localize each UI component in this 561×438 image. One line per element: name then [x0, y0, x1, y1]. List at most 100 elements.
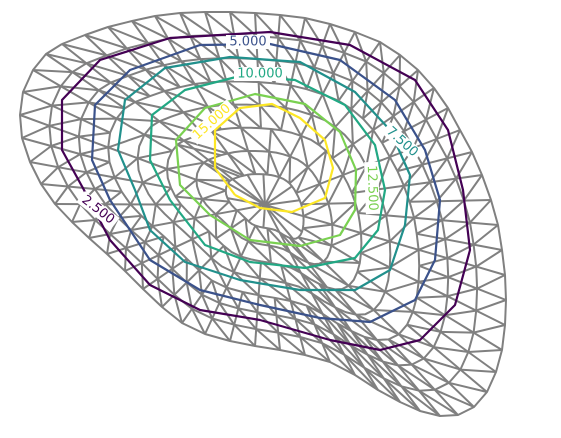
mesh-edge: [294, 318, 323, 344]
mesh-edge: [258, 105, 262, 129]
mesh-edge: [473, 243, 503, 251]
contour-label: 12.500: [364, 165, 381, 211]
mesh-edge: [40, 166, 59, 185]
mesh-edge: [441, 199, 465, 221]
mesh-edge: [240, 127, 250, 152]
mesh-edge: [332, 143, 354, 160]
mesh-edge: [280, 264, 313, 295]
mesh-edge: [85, 62, 112, 84]
mesh-edge: [416, 295, 448, 299]
contour-label-background: [226, 35, 270, 49]
mesh-edge: [343, 31, 356, 54]
mesh-edge: [476, 287, 507, 301]
mesh-edge: [273, 297, 297, 320]
mesh-edge: [255, 328, 281, 351]
mesh-edge: [299, 336, 306, 356]
mesh-edge: [227, 152, 256, 175]
mesh-edge: [229, 11, 236, 36]
mesh-edge: [154, 15, 170, 40]
mesh-edge: [389, 248, 420, 269]
mesh-edge: [143, 225, 154, 243]
mesh-edge: [398, 69, 419, 87]
mesh-edge: [268, 244, 302, 274]
mesh-edge: [247, 240, 272, 264]
mesh-edge: [383, 377, 421, 412]
mesh-edge: [179, 12, 192, 37]
mesh-edge: [98, 89, 126, 110]
mesh-edge: [255, 312, 259, 330]
mesh-edge: [151, 204, 157, 227]
mesh-edge: [416, 296, 446, 317]
mesh-edge: [392, 101, 415, 117]
mesh-edge: [332, 73, 340, 101]
mesh-edge: [299, 39, 316, 68]
mesh-edge: [21, 124, 50, 139]
mesh-edge: [334, 306, 378, 341]
mesh-edge: [21, 137, 52, 147]
mesh-edge: [444, 314, 475, 334]
mesh-edge: [289, 300, 297, 320]
mesh-edge: [32, 69, 73, 74]
mesh-edge: [107, 133, 145, 149]
mesh-edge: [307, 150, 327, 168]
mesh-edge: [357, 266, 390, 273]
mesh-edge: [318, 126, 336, 146]
mesh-edge: [189, 35, 221, 60]
mesh-edge: [337, 80, 354, 102]
mesh-edge: [172, 204, 182, 223]
mesh-edge: [131, 20, 169, 40]
mesh-edge: [331, 232, 362, 247]
mesh-edge: [278, 231, 292, 254]
mesh-edge: [247, 150, 257, 175]
mesh-edge: [257, 278, 261, 296]
mesh-edge: [413, 200, 438, 219]
mesh-edge: [174, 179, 198, 198]
mesh-edge: [384, 280, 419, 293]
mesh-edge: [259, 277, 292, 302]
mesh-edge: [446, 151, 473, 160]
mesh-edge: [105, 54, 129, 77]
mesh-edge: [166, 126, 363, 291]
mesh-edge: [227, 182, 266, 206]
mesh-edge: [147, 42, 182, 63]
mesh-edge: [126, 47, 165, 67]
mesh-edge: [266, 151, 271, 175]
contour-label: 10.000: [237, 67, 283, 82]
contour-line-15.000: [213, 102, 335, 214]
mesh-edge: [277, 331, 306, 356]
mesh-edge: [418, 390, 441, 417]
mesh-edge: [177, 143, 222, 157]
mesh-edge: [397, 364, 436, 391]
mesh-edge: [444, 221, 471, 241]
mesh-edge: [433, 346, 469, 353]
mesh-edge: [264, 199, 300, 206]
mesh-edge: [173, 294, 183, 324]
mesh-edge: [191, 230, 210, 241]
mesh-edge: [403, 164, 424, 187]
mesh-edge: [166, 161, 204, 170]
mesh-edge: [155, 187, 172, 206]
mesh-edge: [173, 281, 188, 296]
mesh-edge: [171, 247, 177, 269]
mesh-edge: [210, 280, 221, 304]
mesh-edge: [210, 245, 225, 259]
mesh-edge: [469, 221, 499, 226]
mesh-edge: [94, 176, 116, 190]
mesh-edge: [363, 367, 401, 403]
mesh-edge: [158, 246, 176, 257]
mesh-edge: [463, 199, 492, 202]
mesh-edge: [84, 34, 128, 50]
mesh-edge: [262, 174, 266, 206]
mesh-edge: [194, 213, 216, 220]
mesh-edge: [360, 232, 391, 243]
mesh-edge: [348, 284, 386, 293]
mesh-edge: [29, 161, 59, 169]
mesh-edge: [403, 101, 415, 132]
mesh-edge: [124, 248, 127, 272]
mesh-edge: [174, 238, 193, 249]
mesh-edge: [475, 265, 506, 276]
mesh-edge: [260, 260, 287, 284]
mesh-edge: [447, 265, 477, 279]
mesh-edge: [387, 338, 413, 366]
contour-label-background: [364, 161, 380, 215]
